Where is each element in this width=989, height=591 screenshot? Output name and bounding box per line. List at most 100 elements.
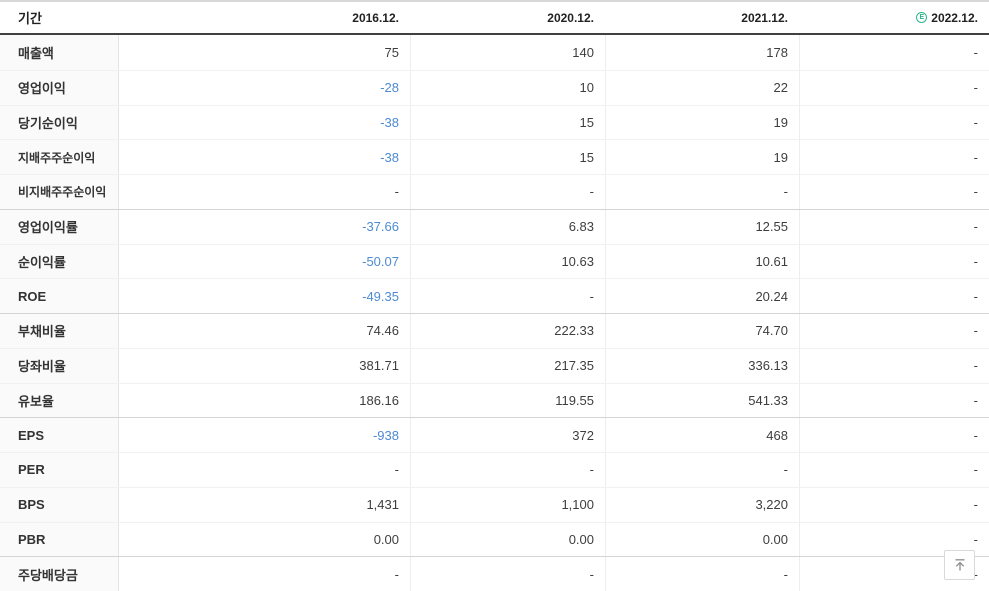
cell-value: -50.07 (118, 244, 410, 279)
row-label: EPS (18, 427, 45, 443)
cell-value: 12.55 (605, 209, 799, 244)
cell-value: - (799, 418, 989, 452)
cell-value: - (799, 314, 989, 348)
table-row: PBR 0.00 0.00 0.00 - (0, 521, 989, 557)
cell-value: 186.16 (118, 383, 410, 418)
year-column-header-2022-estimate: E 2022.12. (799, 11, 989, 25)
row-label: 당좌비율 (18, 359, 66, 375)
cell-value: 22 (605, 70, 799, 105)
cell-value: 74.70 (605, 314, 799, 348)
cell-value: - (410, 279, 605, 313)
row-label: 유보율 (18, 393, 54, 409)
cell-value: 15 (410, 105, 605, 140)
cell-value: - (799, 453, 989, 487)
cell-value: 541.33 (605, 383, 799, 418)
scroll-to-top-button[interactable] (944, 550, 975, 580)
cell-value: 10.63 (410, 244, 605, 279)
row-label: 당기순이익 (18, 115, 78, 131)
cell-value: - (410, 175, 605, 209)
cell-value: - (799, 140, 989, 174)
table-row: 주당배당금 - - - - (0, 556, 989, 591)
cell-value: 3,220 (605, 487, 799, 522)
cell-value: - (410, 453, 605, 487)
arrow-up-to-top-icon (955, 559, 964, 571)
cell-value: 0.00 (605, 522, 799, 557)
cell-value: - (799, 383, 989, 418)
cell-value: 0.00 (118, 522, 410, 557)
cell-value: - (605, 453, 799, 487)
cell-value: 381.71 (118, 348, 410, 383)
table-row: 영업이익 -28 10 22 - (0, 69, 989, 105)
cell-value: 75 (118, 35, 410, 70)
cell-value: - (410, 557, 605, 591)
table-row: EPS -938 372 468 - (0, 417, 989, 452)
cell-value: - (118, 557, 410, 591)
cell-value: -38 (118, 140, 410, 174)
cell-value: 10.61 (605, 244, 799, 279)
table-row: BPS 1,431 1,100 3,220 - (0, 486, 989, 522)
table-row: ROE -49.35 - 20.24 - (0, 278, 989, 313)
table-header-row: 기간 2016.12. 2020.12. 2021.12. E 2022.12. (0, 2, 989, 35)
cell-value: - (799, 487, 989, 522)
table-row: 영업이익률 -37.66 6.83 12.55 - (0, 208, 989, 244)
cell-value: - (118, 453, 410, 487)
cell-value: 15 (410, 140, 605, 174)
table-row: 부채비율 74.46 222.33 74.70 - (0, 313, 989, 348)
year-column-header-2016: 2016.12. (352, 10, 399, 25)
cell-value: - (605, 557, 799, 591)
cell-value: 6.83 (410, 209, 605, 244)
table-row: 유보율 186.16 119.55 541.33 - (0, 382, 989, 418)
row-label: 영업이익 (18, 81, 66, 97)
row-label: PER (18, 462, 45, 478)
estimate-icon: E (916, 12, 928, 23)
table-row: 지배주주순이익 -38 15 19 - (0, 139, 989, 174)
cell-value: - (799, 105, 989, 140)
cell-value: 19 (605, 140, 799, 174)
period-column-header: 기간 (18, 11, 42, 26)
table-row: 순이익률 -50.07 10.63 10.61 - (0, 243, 989, 279)
table-row: 당기순이익 -38 15 19 - (0, 104, 989, 140)
cell-value: 372 (410, 418, 605, 452)
row-label: 순이익률 (18, 254, 66, 270)
row-label: 부채비율 (18, 324, 66, 340)
row-label: PBR (18, 531, 46, 547)
table-row: 당좌비율 381.71 217.35 336.13 - (0, 347, 989, 383)
cell-value: - (799, 557, 989, 591)
table-row: 비지배주주순이익 - - - - (0, 174, 989, 209)
cell-value: 10 (410, 70, 605, 105)
cell-value: - (799, 279, 989, 313)
cell-value: -938 (118, 418, 410, 452)
table-body: 매출액 75 140 178 - 영업이익 -28 10 22 - 당기순이익 … (0, 35, 989, 591)
row-label: 매출액 (18, 45, 54, 61)
cell-value: 1,431 (118, 487, 410, 522)
cell-value: - (799, 348, 989, 383)
cell-value: -49.35 (118, 279, 410, 313)
cell-value: - (605, 175, 799, 209)
cell-value: 20.24 (605, 279, 799, 313)
cell-value: 74.46 (118, 314, 410, 348)
cell-value: 1,100 (410, 487, 605, 522)
year-column-header-2021: 2021.12. (741, 10, 788, 25)
row-label: ROE (18, 288, 47, 304)
cell-value: -28 (118, 70, 410, 105)
table-row: PER - - - - (0, 452, 989, 487)
row-label: BPS (18, 497, 45, 513)
cell-value: 140 (410, 35, 605, 70)
cell-value: - (799, 175, 989, 209)
cell-value: -38 (118, 105, 410, 140)
cell-value: - (799, 244, 989, 279)
cell-value: 336.13 (605, 348, 799, 383)
cell-value: -37.66 (118, 209, 410, 244)
year-column-header-2020: 2020.12. (547, 10, 594, 25)
cell-value: - (118, 175, 410, 209)
cell-value: 0.00 (410, 522, 605, 557)
cell-value: - (799, 522, 989, 557)
row-label: 주당배당금 (18, 567, 78, 583)
cell-value: - (799, 35, 989, 70)
cell-value: 217.35 (410, 348, 605, 383)
cell-value: 178 (605, 35, 799, 70)
row-label: 비지배주주순이익 (18, 185, 107, 200)
cell-value: 468 (605, 418, 799, 452)
cell-value: 119.55 (410, 383, 605, 418)
